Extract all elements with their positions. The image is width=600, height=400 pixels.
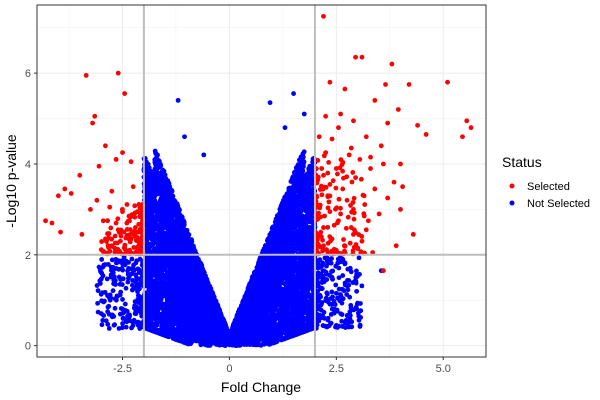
not-selected-cloud (94, 91, 384, 349)
data-point-not-selected (286, 185, 292, 191)
data-point-not-selected (289, 195, 295, 201)
data-point-not-selected (152, 278, 158, 284)
data-point-not-selected (152, 286, 158, 292)
data-point-not-selected (292, 169, 297, 175)
data-point-not-selected (257, 257, 262, 263)
data-point-not-selected (152, 166, 158, 172)
